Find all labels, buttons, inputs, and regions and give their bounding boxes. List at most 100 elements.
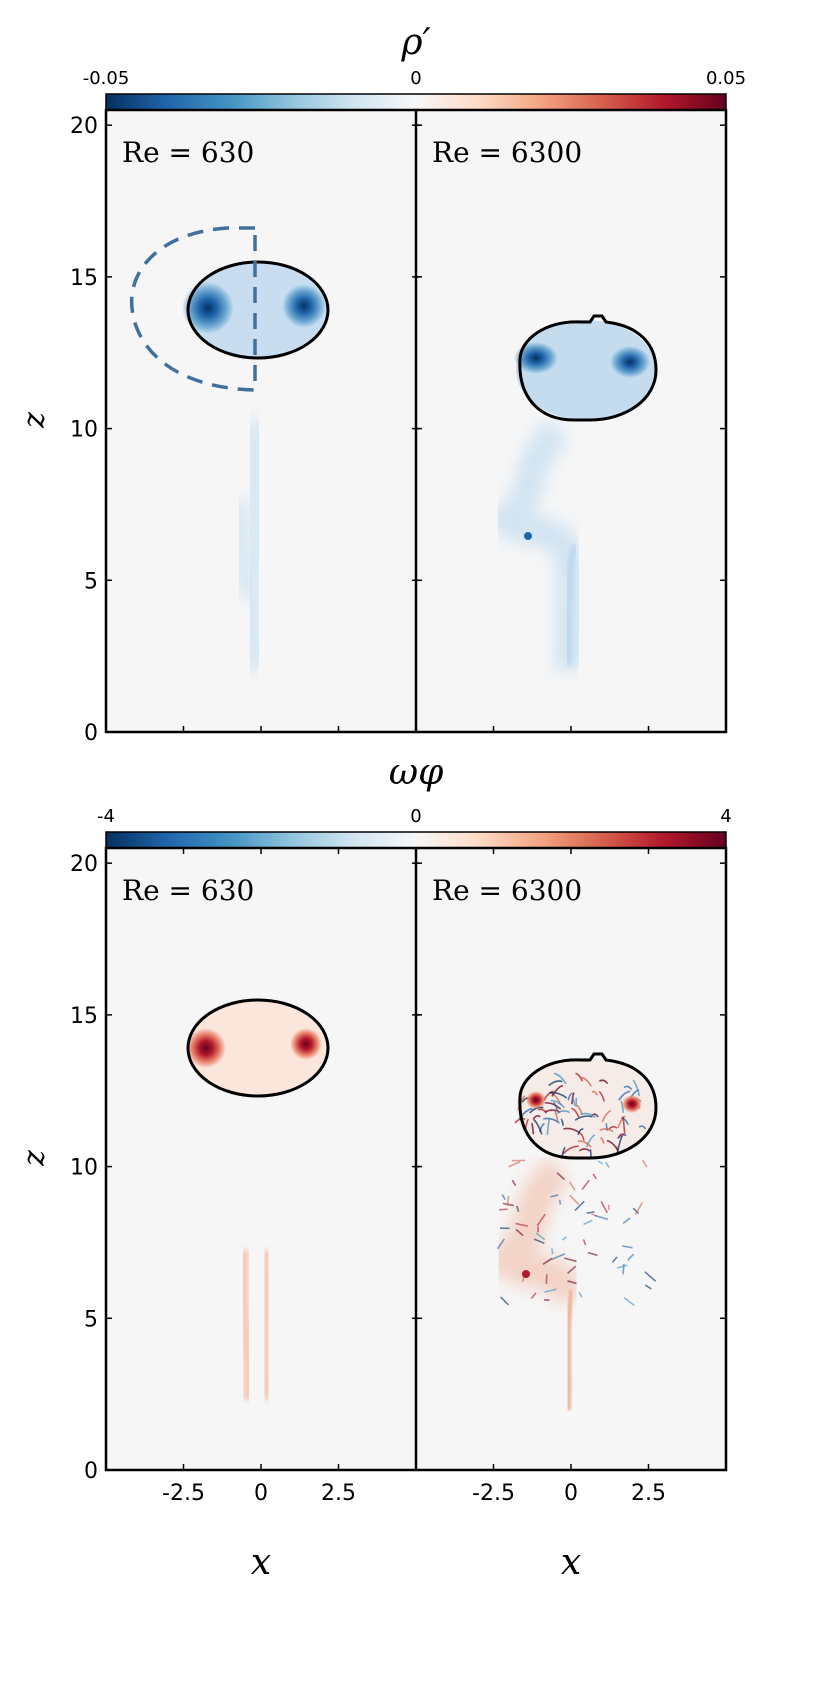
- density-colorbar: [105, 93, 727, 111]
- vorticity-wake-streak: [567, 1265, 577, 1274]
- density-right-core-2: [610, 346, 650, 378]
- vorticity-wake-streak: [604, 1161, 610, 1168]
- vorticity-streak: [567, 1092, 573, 1101]
- vorticity-wake-streak: [644, 1271, 657, 1282]
- vorticity-left-wake-2: [260, 1249, 273, 1401]
- vorticity-streak: [585, 1134, 596, 1148]
- vorticity-left-wake-1: [238, 1249, 254, 1401]
- vorticity-streak: [551, 1084, 564, 1097]
- vorticity-right-core-1: [526, 1091, 546, 1109]
- density-ytick-label: 15: [70, 266, 98, 291]
- vorticity-figure: ωφ -4 0 4 Re = 630 Re = 6300: [17, 752, 732, 1583]
- vorticity-wake-streak: [564, 1257, 577, 1263]
- vorticity-streak: [553, 1072, 567, 1085]
- vorticity-wake-streak: [542, 1257, 553, 1266]
- vorticity-streak: [532, 1118, 543, 1135]
- density-right-bubble-fill: [516, 320, 656, 420]
- vorticity-streak: [550, 1099, 565, 1109]
- density-left-re-label: Re = 630: [122, 136, 254, 169]
- density-y-ticks: 0 5 10 15 20: [70, 114, 726, 746]
- density-ytick-label: 0: [84, 721, 98, 746]
- density-ytick-label: 10: [70, 418, 98, 443]
- vorticity-wake-streak: [623, 1297, 635, 1307]
- vorticity-xtick-label: -2.5: [162, 1481, 205, 1506]
- vorticity-streak: [599, 1137, 605, 1144]
- density-right-field: Re = 6300: [432, 136, 658, 671]
- density-colorbar-mid-label: 0: [410, 68, 421, 89]
- vorticity-streak: [552, 1101, 558, 1111]
- vorticity-wake-streak: [594, 1214, 609, 1221]
- density-colorbar-max-label: 0.05: [706, 68, 746, 89]
- vorticity-streak: [576, 1104, 583, 1115]
- vorticity-streak: [543, 1117, 560, 1124]
- density-left-dashed-outline: [129, 226, 256, 392]
- vorticity-streak: [575, 1072, 584, 1082]
- vorticity-wake-streak: [568, 1181, 576, 1191]
- density-title: ρ′: [400, 22, 430, 63]
- vorticity-wake-streak: [558, 1199, 562, 1205]
- vorticity-streak: [616, 1135, 623, 1153]
- vorticity-streak: [599, 1128, 614, 1133]
- vorticity-right-core-2: [622, 1095, 642, 1113]
- vorticity-wake-streak: [581, 1179, 590, 1190]
- vorticity-wake-streak: [587, 1251, 598, 1257]
- vorticity-streak: [618, 1090, 631, 1101]
- density-ytick-label: 5: [84, 569, 98, 594]
- density-left-bubble-fill: [188, 262, 328, 358]
- vorticity-xtick-label: -2.5: [472, 1481, 515, 1506]
- vorticity-right-field: Re = 6300: [432, 874, 658, 1411]
- density-left-core-2: [282, 284, 326, 328]
- vorticity-streak: [632, 1079, 641, 1097]
- vorticity-title: ωφ: [389, 752, 444, 793]
- vorticity-streak: [546, 1117, 551, 1135]
- vorticity-colorbar-mid-label: 0: [410, 806, 421, 827]
- vorticity-streak: [620, 1117, 629, 1125]
- vorticity-streak: [578, 1148, 591, 1152]
- x-axis-title-left: x: [251, 1542, 271, 1583]
- vorticity-left-bubble-fill: [188, 1000, 328, 1096]
- vorticity-streak: [532, 1115, 541, 1120]
- density-right-core-1: [514, 342, 558, 374]
- density-left-bubble-outline: [186, 260, 330, 360]
- vorticity-right-bubble-outline: [518, 1052, 658, 1160]
- vorticity-wake-streak: [569, 1194, 580, 1205]
- vorticity-left-core-1: [186, 1028, 226, 1068]
- vorticity-wake-streak: [536, 1213, 546, 1227]
- vorticity-wake-streak: [561, 1236, 567, 1241]
- vorticity-wake-streak: [586, 1211, 595, 1214]
- vorticity-streak: [580, 1076, 592, 1087]
- vorticity-wake-streak: [611, 1256, 618, 1263]
- vorticity-colorbar-max-label: 4: [720, 806, 731, 827]
- vorticity-xtick-label: 0: [564, 1481, 578, 1506]
- vorticity-wake-streak: [515, 1228, 524, 1237]
- vorticity-wake-streak: [641, 1159, 648, 1168]
- vorticity-wake-streak: [578, 1291, 583, 1298]
- vorticity-ytick-label: 15: [70, 1004, 98, 1029]
- vorticity-streak: [606, 1139, 619, 1152]
- vorticity-wake-streak: [533, 1238, 545, 1244]
- vorticity-wake-streak: [622, 1245, 633, 1249]
- vorticity-colorbar-min-label: -4: [97, 806, 115, 827]
- vorticity-streak: [623, 1085, 633, 1091]
- density-left-wake: [238, 418, 270, 672]
- vorticity-right-wake-stem: [565, 1289, 575, 1411]
- vorticity-wake-streak: [597, 1160, 603, 1165]
- vorticity-wake-streak: [582, 1239, 587, 1246]
- vorticity-wake-streak: [550, 1194, 559, 1198]
- vorticity-streak: [617, 1133, 625, 1139]
- vorticity-ytick-label: 0: [84, 1459, 98, 1484]
- density-ytick-label: 20: [70, 114, 98, 139]
- vorticity-wake-streak: [530, 1292, 537, 1300]
- vorticity-left-field: Re = 630: [122, 874, 330, 1401]
- vorticity-wake-streak: [535, 1232, 546, 1241]
- vorticity-streak: [579, 1132, 585, 1141]
- vorticity-wake-streak: [516, 1205, 520, 1212]
- vorticity-streak: [572, 1098, 576, 1107]
- vorticity-xtick-label: 2.5: [631, 1481, 666, 1506]
- vorticity-wake-streak: [600, 1201, 609, 1214]
- vorticity-y-axis-title: z: [17, 1150, 52, 1167]
- vorticity-streak: [556, 1110, 571, 1115]
- vorticity-wake-streak: [551, 1253, 566, 1261]
- vorticity-wake-streak: [506, 1195, 510, 1206]
